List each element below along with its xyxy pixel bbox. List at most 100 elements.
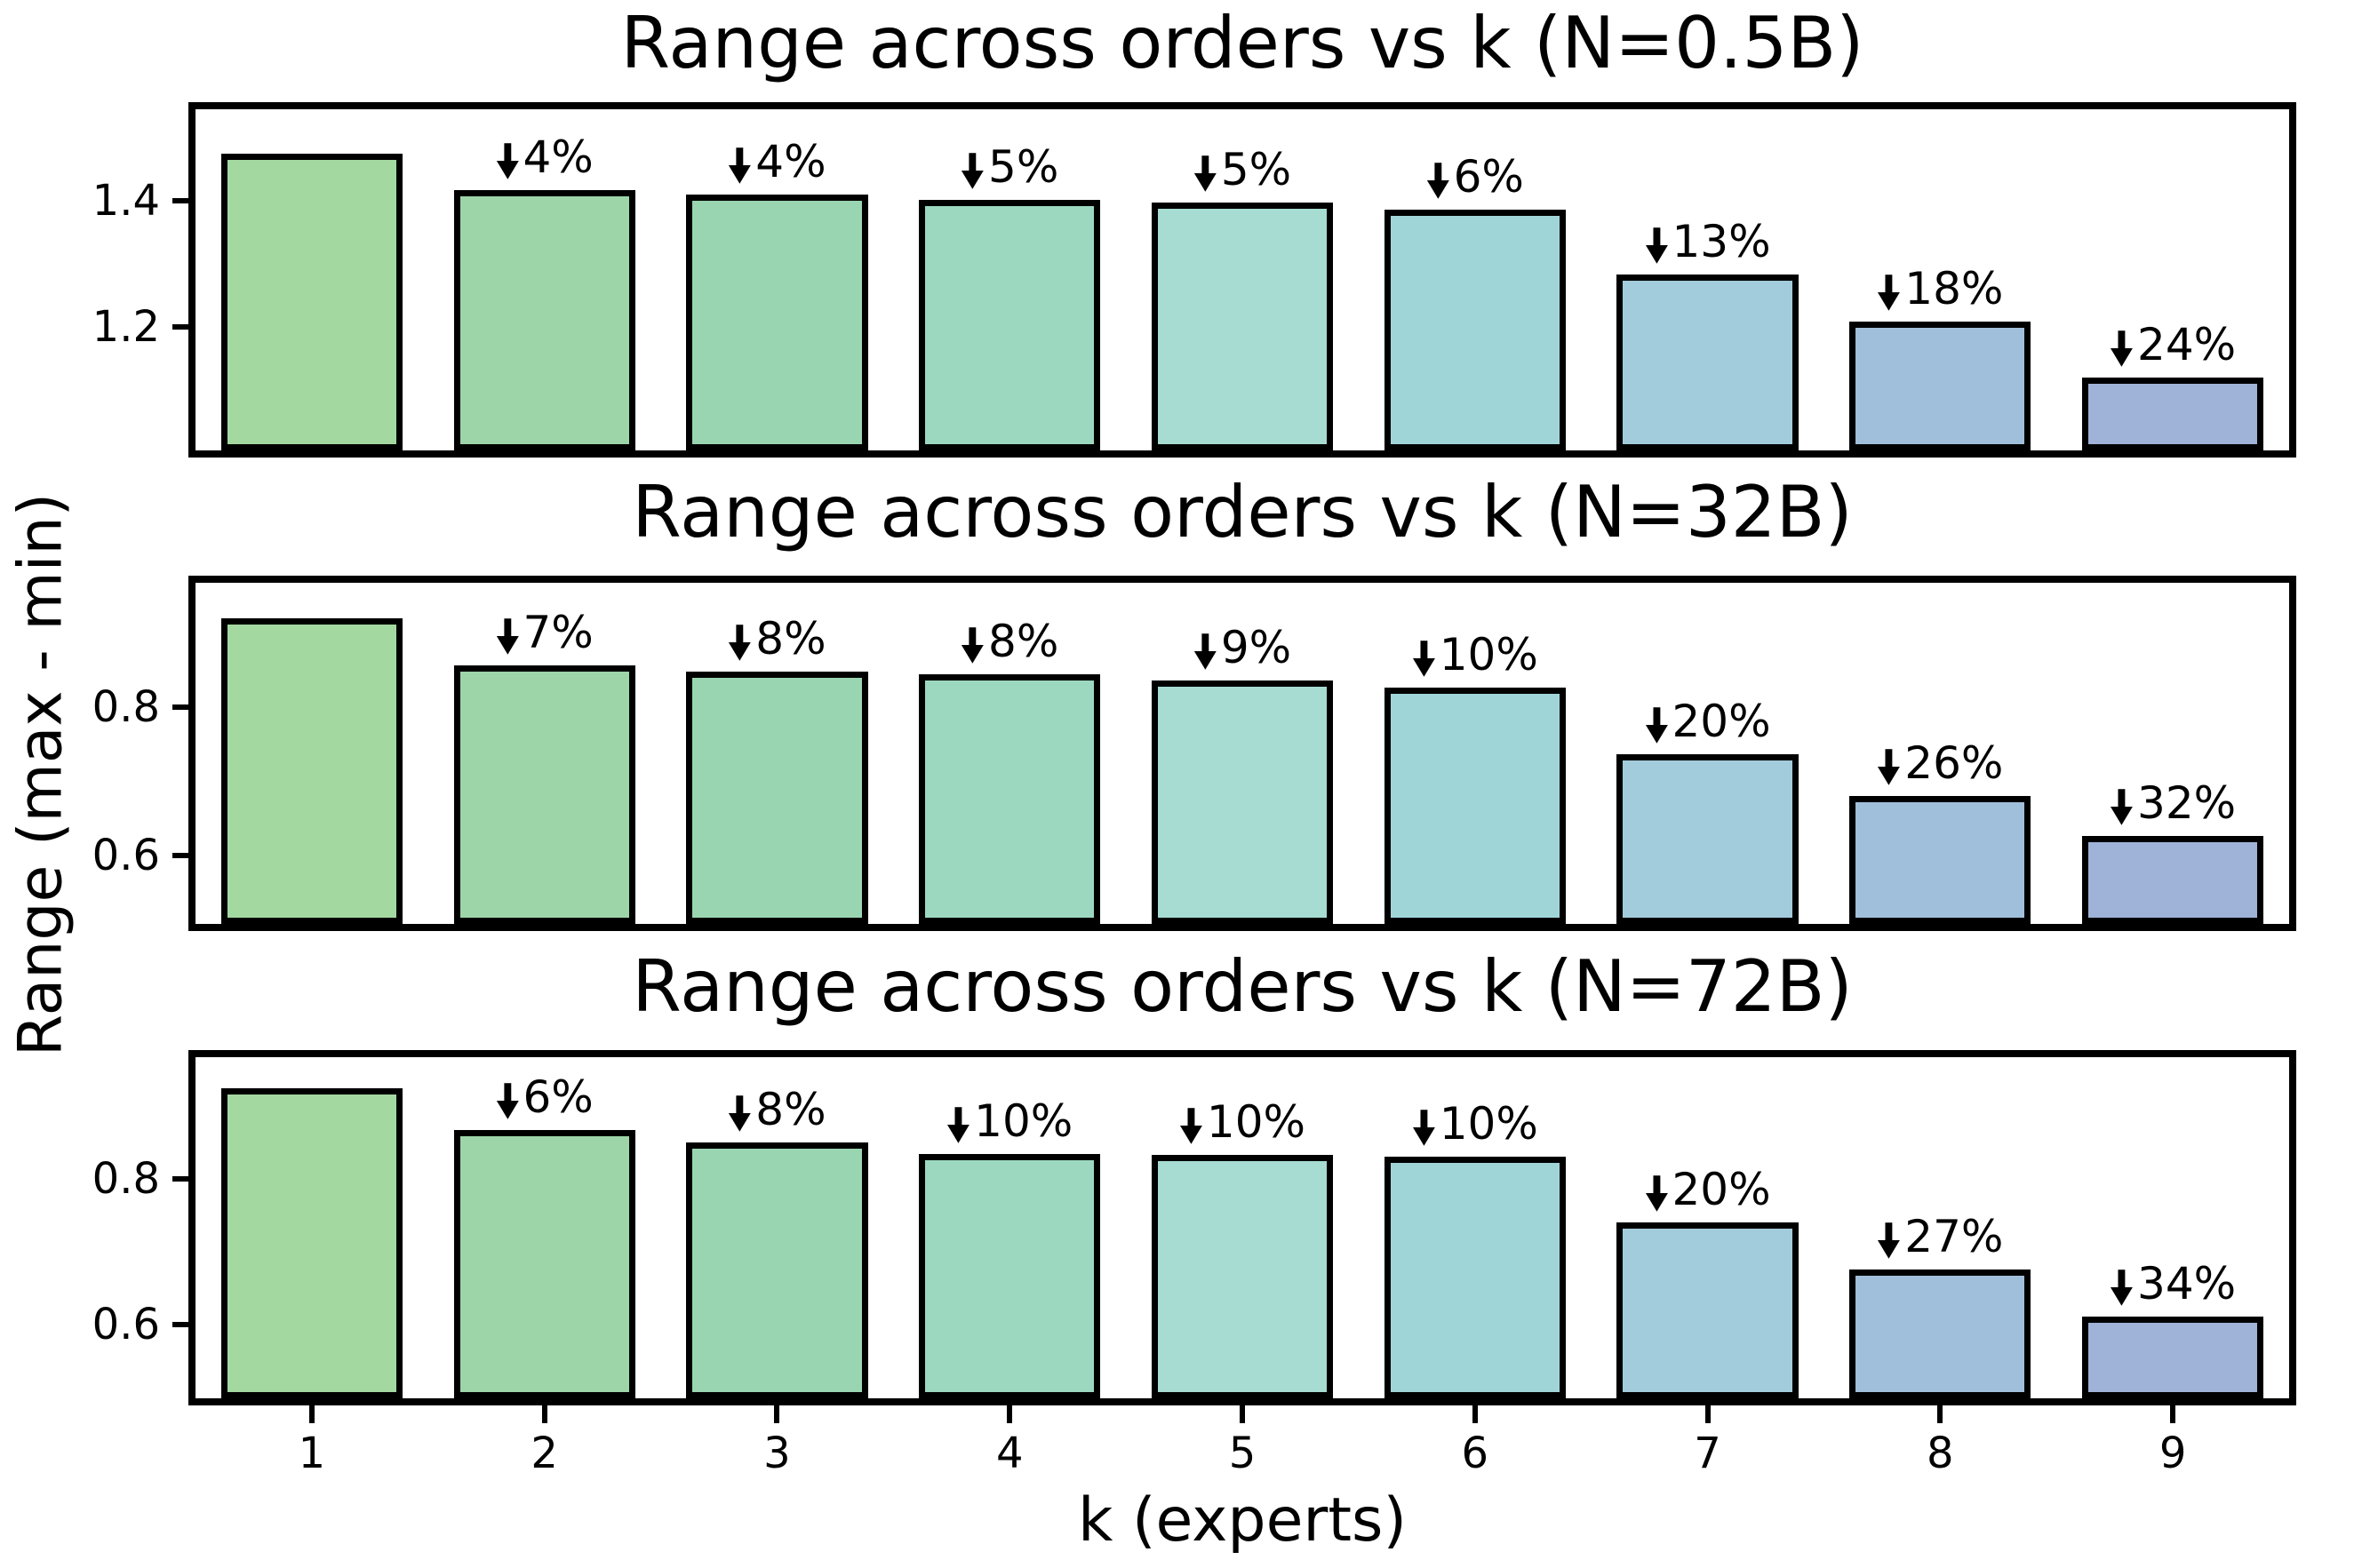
decrease-percent-label: 10% [974,1094,1073,1147]
down-arrow-icon [1179,1108,1202,1145]
x-tick-label: 9 [2159,1429,2187,1478]
decrease-percent-label: 10% [1439,628,1538,681]
decrease-annotation: 32% [2110,781,2236,825]
decrease-percent-label: 24% [2137,318,2237,370]
x-tick-mark [1704,1405,1711,1423]
decrease-percent-label: 20% [1672,695,1771,747]
decrease-annotation: 8% [961,619,1058,664]
down-arrow-icon [962,152,985,189]
decrease-percent-label: 34% [2137,1257,2237,1309]
bar-k9 [2082,377,2264,450]
bar-k2 [453,1129,635,1398]
down-arrow-icon [1426,163,1449,199]
bar-k7 [1616,753,1799,924]
bar-k1 [220,1088,403,1398]
decrease-percent-label: 10% [1439,1097,1538,1150]
x-tick-mark [774,1405,780,1423]
down-arrow-icon [496,1082,519,1119]
y-tick-mark [172,1176,188,1182]
bar-k8 [1849,321,2031,450]
bar-k4 [919,1153,1101,1398]
plot-area-n72b: 0.6 0.8 6% 8% 10% 10% 10% 20% 27% 34% [92,1050,2296,1405]
bar-k5 [1151,203,1334,450]
down-arrow-icon [1878,748,1901,785]
panel-title-n72b: Range across orders vs k (N=72B) [632,945,1853,1028]
down-arrow-icon [2111,1269,2134,1306]
decrease-annotation: 20% [1644,695,1771,747]
y-tick-label: 0.6 [92,831,160,881]
bar-k6 [1384,687,1566,924]
decrease-annotation: 10% [1179,1100,1305,1144]
x-tick-mark [1007,1405,1013,1423]
bar-k6 [1384,1156,1566,1398]
decrease-annotation: 24% [2110,322,2236,367]
bar-k3 [686,195,868,450]
bar-k2 [453,190,635,450]
y-tick-label: 0.8 [92,682,160,733]
decrease-percent-label: 4% [523,131,594,184]
down-arrow-icon [947,1106,970,1143]
decrease-annotation: 8% [728,617,826,661]
y-tick-label: 1.4 [92,176,160,227]
decrease-percent-label: 4% [755,136,826,187]
x-tick-label: 8 [1927,1429,1954,1478]
down-arrow-icon [1878,275,1901,311]
plot-area-n32b: 0.6 0.8 7% 8% 8% 9% 10% 20% 26% 32% [92,576,2296,931]
bar-k8 [1849,795,2031,924]
down-arrow-icon [2111,330,2134,367]
x-tick-label: 3 [763,1429,791,1478]
decrease-annotation: 18% [1877,267,2003,311]
down-arrow-icon [1878,1222,1901,1259]
decrease-percent-label: 5% [1220,144,1292,196]
x-tick-mark [1472,1405,1478,1423]
down-arrow-icon [729,625,752,661]
x-tick-mark [541,1405,547,1423]
x-tick-label: 4 [995,1429,1024,1478]
y-tick-mark [172,1321,188,1327]
decrease-percent-label: 9% [1220,622,1292,674]
panel-title-n0.5b: Range across orders vs k (N=0.5B) [620,2,1864,84]
bar-k8 [1849,1269,2031,1398]
decrease-percent-label: 8% [755,613,826,665]
decrease-percent-label: 7% [523,606,594,658]
decrease-annotation: 10% [1412,633,1538,677]
down-arrow-icon [1193,155,1217,192]
x-tick-label: 1 [298,1429,326,1478]
decrease-annotation: 4% [728,139,826,184]
plot-area-n0.5b: 1.2 1.4 4% 4% 5% 5% 6% 13% 18% 24% [92,102,2296,458]
decrease-percent-label: 32% [2137,776,2237,829]
decrease-annotation: 7% [495,606,594,658]
x-tick-label: 5 [1228,1429,1257,1478]
x-tick-label: 7 [1694,1429,1721,1478]
x-tick-mark [308,1405,315,1423]
bar-k1 [220,153,403,450]
bar-k3 [686,1142,868,1398]
decrease-percent-label: 8% [988,615,1059,667]
decrease-percent-label: 5% [988,140,1059,193]
down-arrow-icon [729,147,752,184]
bar-k9 [2082,1316,2264,1398]
decrease-percent-label: 13% [1672,216,1771,268]
decrease-annotation: 8% [728,1087,826,1132]
decrease-annotation: 5% [961,145,1058,189]
y-tick-mark [172,324,188,330]
panel-title-n32b: Range across orders vs k (N=32B) [632,471,1853,553]
decrease-percent-label: 20% [1672,1164,1771,1216]
x-axis-label: k (experts) [1078,1485,1407,1556]
decrease-annotation: 10% [946,1099,1073,1143]
decrease-percent-label: 18% [1904,262,2004,314]
down-arrow-icon [729,1095,752,1133]
x-tick-mark [1937,1405,1943,1423]
y-tick-mark [172,704,188,711]
bar-k7 [1616,275,1799,450]
bar-k1 [220,618,403,924]
decrease-annotation: 5% [1193,147,1291,192]
decrease-annotation: 4% [495,131,594,184]
bar-k2 [453,665,635,924]
decrease-percent-label: 6% [523,1071,594,1123]
y-tick-label: 0.6 [92,1299,160,1349]
bar-k9 [2082,835,2264,924]
x-tick-label: 6 [1461,1429,1489,1478]
y-tick-mark [172,198,188,204]
